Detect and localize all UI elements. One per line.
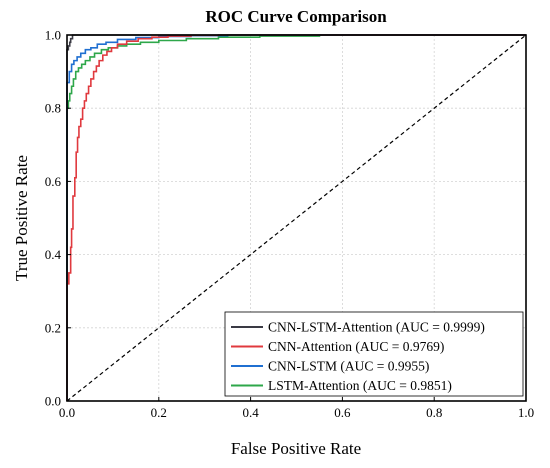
roc-curves xyxy=(66,34,526,401)
x-tick-label: 0.2 xyxy=(151,405,167,420)
plot-frame xyxy=(66,34,527,402)
legend-label: LSTM-Attention (AUC = 0.9851) xyxy=(268,378,452,393)
y-tick-label: 0.8 xyxy=(45,101,61,116)
legend-box xyxy=(224,311,524,397)
y-tick-label: 1.0 xyxy=(45,28,61,43)
x-axis-label: False Positive Rate xyxy=(231,439,361,458)
roc-curve-series-0 xyxy=(66,34,526,401)
y-tick-label: 0.6 xyxy=(45,174,62,189)
y-tick-label: 0.4 xyxy=(45,247,62,262)
y-tick-label: 0.2 xyxy=(45,320,61,335)
roc-curve-series-1 xyxy=(66,34,526,401)
roc-curve-series-3 xyxy=(66,34,526,401)
x-tick-label: 0.4 xyxy=(242,405,259,420)
x-tick-label: 0.6 xyxy=(334,405,351,420)
legend-label: CNN-LSTM-Attention (AUC = 0.9999) xyxy=(268,320,485,335)
x-axis-ticks: 0.0 0.2 0.4 0.6 0.8 1.0 xyxy=(59,397,534,420)
legend: CNN-LSTM-Attention (AUC = 0.9999) CNN-Att… xyxy=(224,311,524,397)
x-tick-label: 0.8 xyxy=(426,405,442,420)
y-tick-label: 0.0 xyxy=(45,394,61,409)
y-axis-label: True Positive Rate xyxy=(12,155,31,281)
x-tick-label: 0.0 xyxy=(59,405,75,420)
legend-label: CNN-Attention (AUC = 0.9769) xyxy=(268,339,444,354)
x-tick-label: 1.0 xyxy=(518,405,534,420)
legend-label: CNN-LSTM (AUC = 0.9955) xyxy=(268,359,429,374)
y-axis-ticks: 0.0 0.2 0.4 0.6 0.8 1.0 xyxy=(45,28,71,409)
chart-title: ROC Curve Comparison xyxy=(205,7,387,26)
